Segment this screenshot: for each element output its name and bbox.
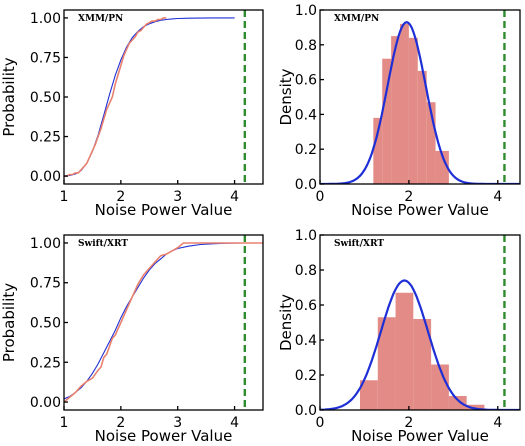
x-tick-label: 2: [404, 415, 413, 431]
x-tick-label: 3: [173, 415, 182, 431]
histogram-bar: [448, 396, 467, 410]
y-axis-label: Probability: [0, 283, 18, 362]
empirical-cdf-line: [64, 17, 167, 177]
y-tick-label: 0.0: [295, 403, 317, 419]
histogram-bar: [391, 36, 400, 184]
x-tick-label: 4: [493, 189, 502, 205]
histogram-bar: [426, 102, 436, 184]
plot-area: [64, 10, 247, 184]
histogram-bar: [466, 404, 485, 410]
x-axis-label: Noise Power Value: [95, 427, 233, 445]
x-tick-label: 0: [316, 415, 325, 431]
y-tick-label: 0.8: [295, 38, 317, 54]
axes-frame: [319, 234, 521, 411]
histogram-bar: [395, 292, 414, 410]
histogram-bar: [408, 37, 418, 184]
y-tick-label: 0.2: [295, 368, 317, 384]
y-tick-label: 0.4: [295, 107, 317, 123]
y-tick-label: 0.25: [30, 130, 61, 146]
cdf-fit-line: [64, 242, 263, 400]
plot-area: [320, 235, 520, 410]
histogram-bar: [431, 364, 449, 410]
x-tick-label: 2: [116, 189, 125, 205]
x-axis-label: Noise Power Value: [351, 201, 489, 219]
x-axis-label: Noise Power Value: [351, 427, 489, 445]
y-tick-label: 0.25: [30, 355, 61, 371]
y-tick-label: 0.00: [30, 395, 61, 411]
y-tick-label: 0.6: [295, 73, 317, 89]
instrument-annotation: XMM/PN: [78, 14, 123, 24]
y-axis-label: Density: [277, 294, 295, 351]
y-tick-label: 1.00: [30, 11, 61, 27]
empirical-cdf-line: [64, 242, 263, 403]
y-tick-label: 0.6: [295, 298, 317, 314]
x-tick-label: 4: [230, 189, 239, 205]
axes-frame: [63, 9, 264, 185]
instrument-annotation: Swift/XRT: [334, 239, 384, 249]
ecdf-swift-panel: 1 2 3 4 0.00 0.25 0.50 0.75 1.00 Noise Power Valu…: [0, 234, 264, 445]
y-axis-label: Density: [277, 68, 295, 125]
x-tick-label: 2: [116, 415, 125, 431]
y-tick-label: 0.0: [295, 177, 317, 193]
histogram-bar: [360, 380, 378, 410]
x-tick-label: 0: [316, 189, 325, 205]
instrument-annotation: XMM/PN: [334, 14, 379, 24]
y-tick-label: 0.50: [30, 90, 61, 106]
x-axis-label: Noise Power Value: [95, 201, 233, 219]
histogram-bar: [400, 23, 409, 184]
cdf-fit-line: [64, 17, 235, 177]
x-tick-label: 1: [60, 189, 69, 205]
density-swift-panel: 0 2 4 0.0 0.2 0.4 0.6 0.8 1.0 Noise Power Value De…: [277, 228, 521, 445]
y-tick-label: 1.0: [295, 228, 317, 244]
y-tick-label: 0.8: [295, 263, 317, 279]
histogram-bar: [413, 319, 432, 410]
ecdf-xmm-panel: 1 2 3 4 0.00 0.25 0.50 0.75 1.00 Noise Power Valu…: [0, 9, 264, 219]
y-axis-label: Probability: [0, 57, 18, 136]
histogram-bar: [377, 317, 396, 410]
x-tick-label: 1: [60, 415, 69, 431]
y-tick-label: 0.75: [30, 50, 61, 66]
histogram-bar: [417, 70, 427, 184]
y-tick-label: 0.50: [30, 316, 61, 332]
histogram-bar: [373, 117, 383, 184]
y-tick-label: 0.75: [30, 276, 61, 292]
fit-curve: [320, 21, 520, 184]
histogram-bar: [382, 58, 392, 184]
y-tick-label: 1.00: [30, 236, 61, 252]
plot-area: [64, 235, 263, 410]
axes-frame: [319, 9, 521, 185]
density-xmm-panel: 0 2 4 0.0 0.2 0.4 0.6 0.8 1.0 Noise Power Value De…: [277, 3, 521, 219]
x-tick-label: 3: [173, 189, 182, 205]
x-tick-label: 4: [493, 415, 502, 431]
axes-frame: [63, 234, 264, 411]
y-tick-label: 0.00: [30, 169, 61, 185]
instrument-annotation: Swift/XRT: [78, 239, 128, 249]
y-tick-label: 0.2: [295, 142, 317, 158]
y-tick-label: 1.0: [295, 3, 317, 19]
histogram-bar: [435, 150, 449, 184]
x-tick-label: 4: [230, 415, 239, 431]
x-tick-label: 2: [404, 189, 413, 205]
plot-area: [320, 10, 520, 184]
y-tick-label: 0.4: [295, 333, 317, 349]
